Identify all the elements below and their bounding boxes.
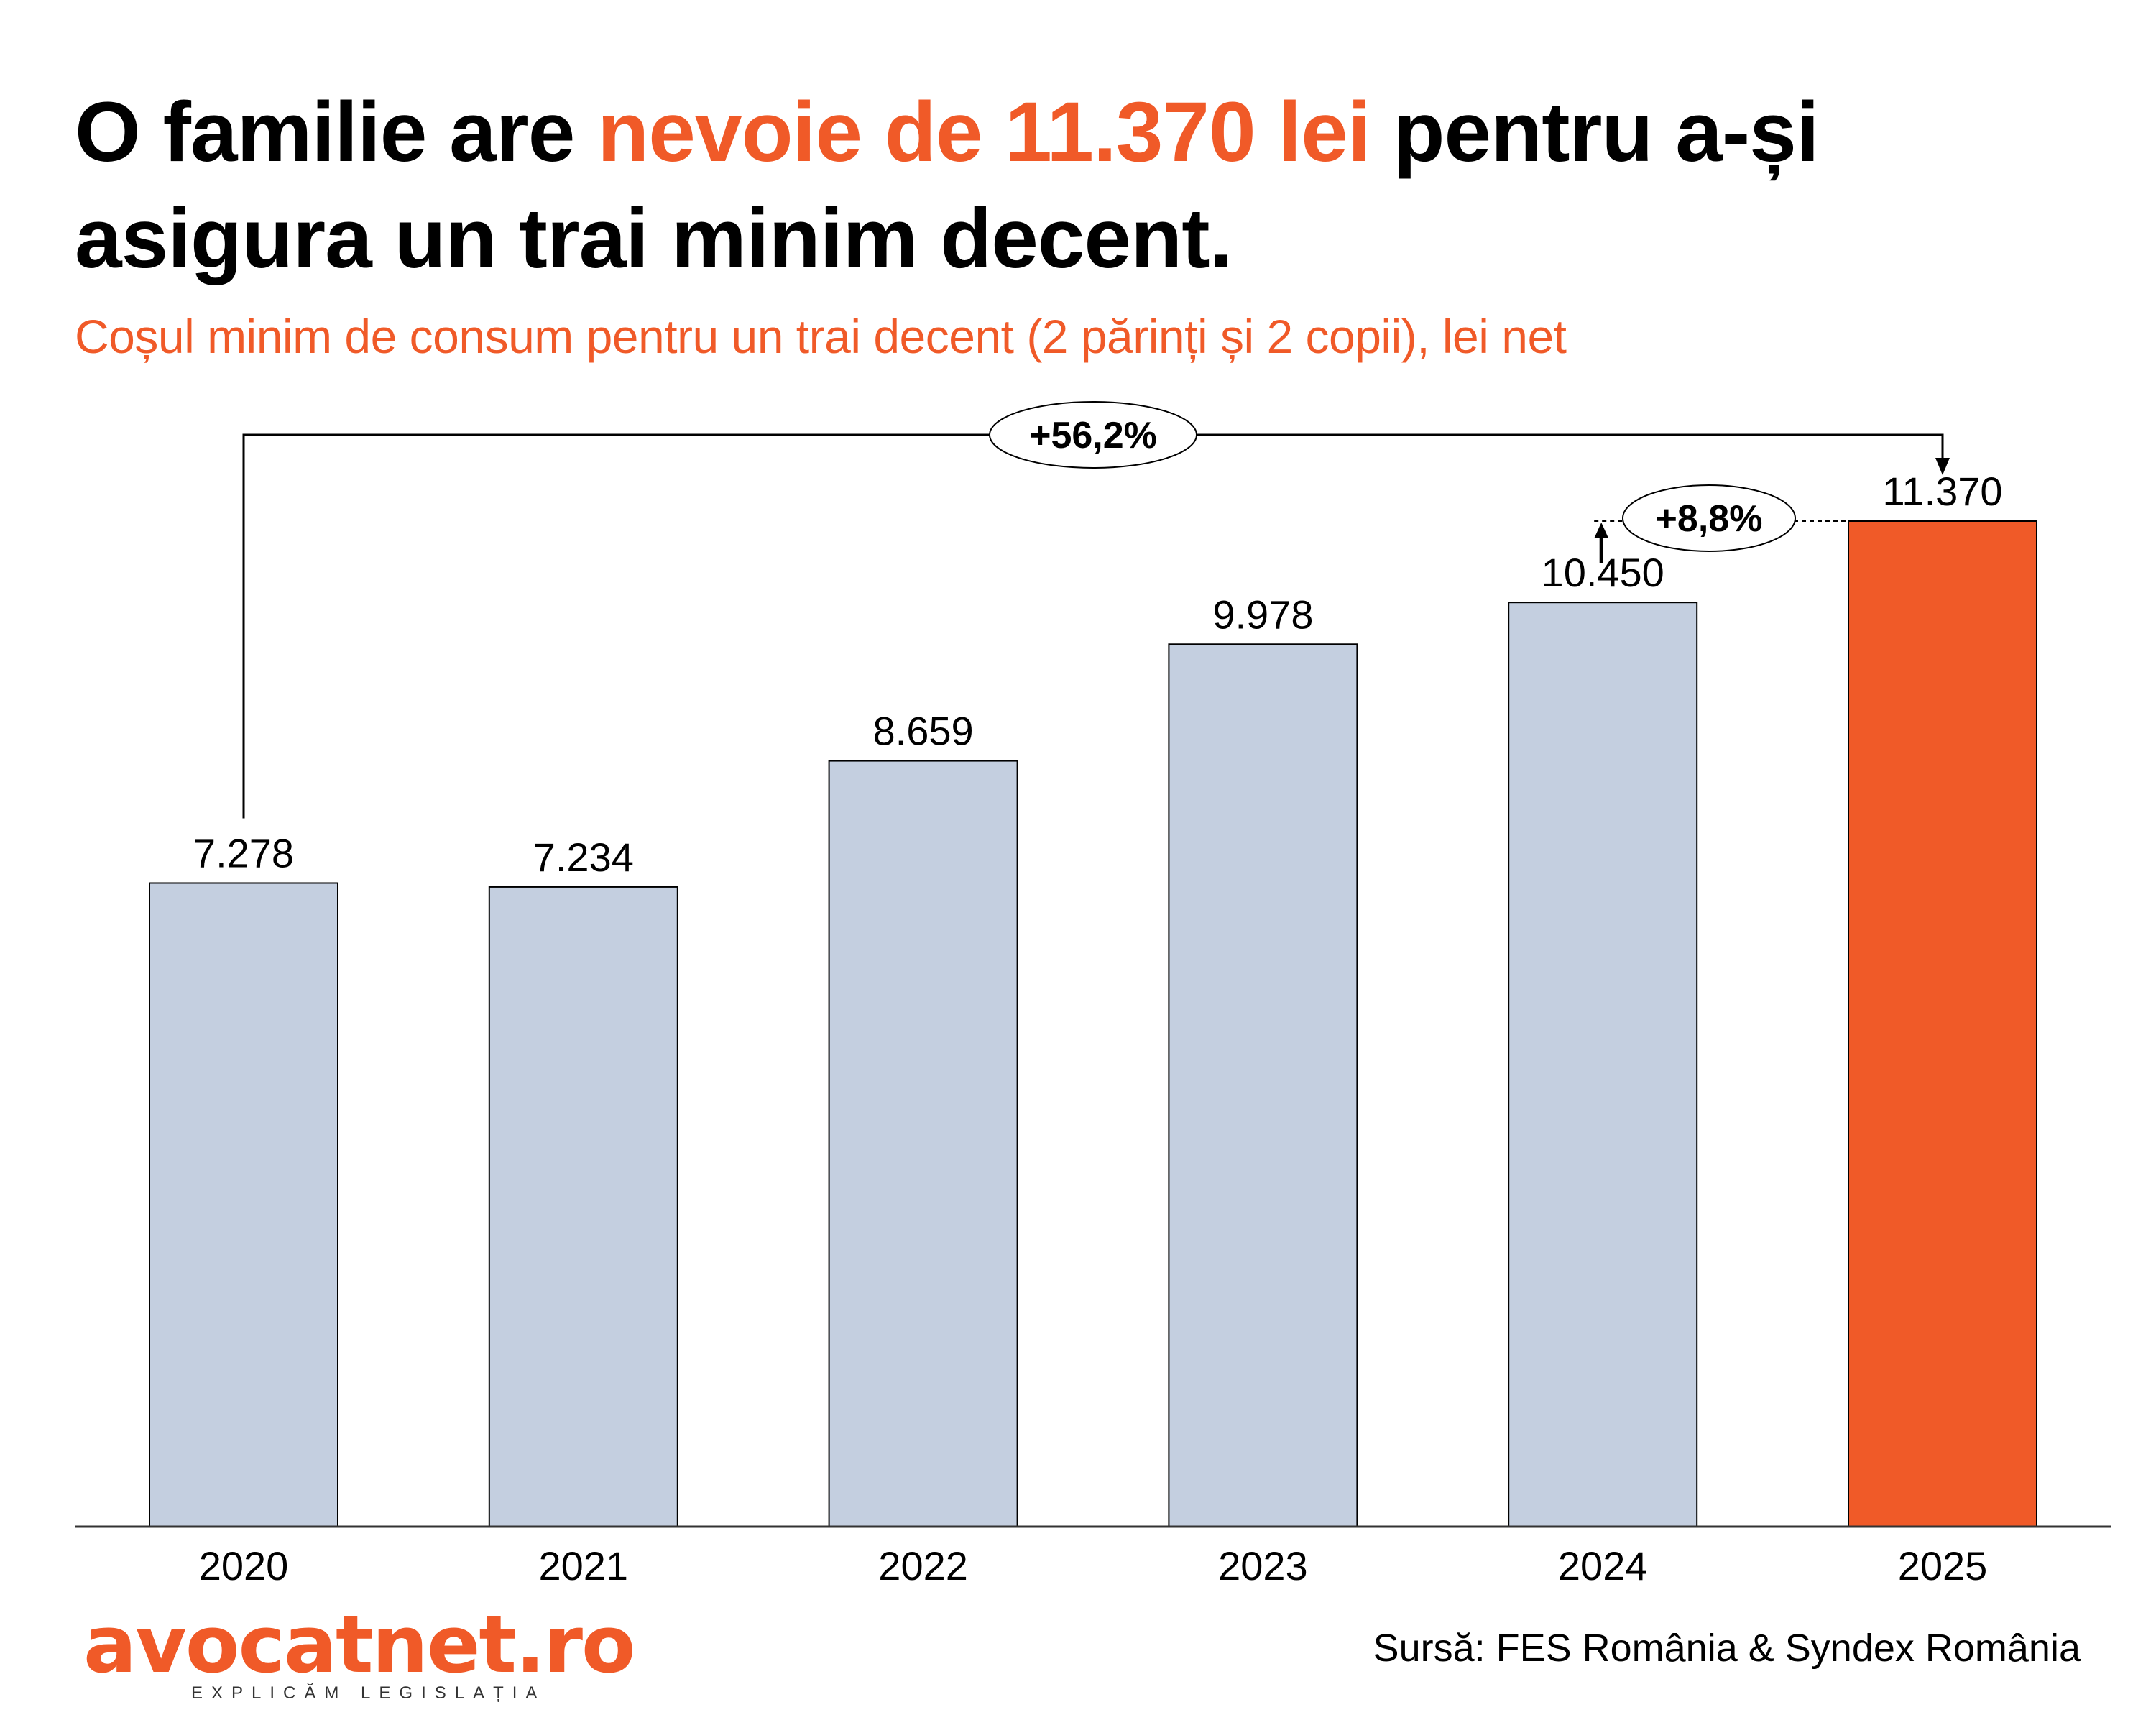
title-part-1: O familie are <box>75 85 598 180</box>
chart-title: O familie are nevoie de 11.370 lei pentr… <box>75 79 2087 292</box>
avocatnet-logo[interactable]: avocatnet.ro EXPLICĂM LEGISLAȚIA <box>83 1598 636 1703</box>
logo-tagline: EXPLICĂM LEGISLAȚIA <box>191 1683 546 1703</box>
bar-2021 <box>488 886 678 1527</box>
bar-2024 <box>1508 602 1698 1527</box>
value-label-2021: 7.234 <box>533 834 634 880</box>
bars-group <box>149 520 2037 1527</box>
growth-label-yearly: +8,8% <box>1656 498 1763 540</box>
category-labels-group: 2020 2021 2022 2023 2024 2025 <box>199 1543 1988 1588</box>
category-label-2022: 2022 <box>878 1543 968 1588</box>
value-label-2023: 9.978 <box>1212 592 1313 637</box>
arrow-down-icon <box>1935 458 1950 475</box>
category-label-2023: 2023 <box>1218 1543 1308 1588</box>
source-note: Sursă: FES România & Syndex România <box>1373 1627 2081 1670</box>
bar-2020 <box>149 882 338 1527</box>
category-label-2025: 2025 <box>1898 1543 1988 1588</box>
growth-label-total: +56,2% <box>1029 415 1157 456</box>
logo-wordmark: avocatnet.ro <box>83 1598 636 1690</box>
growth-badge-total <box>989 401 1197 469</box>
title-highlight: nevoie de 11.370 lei <box>597 85 1370 180</box>
arrow-up-icon <box>1594 523 1609 538</box>
value-label-2025: 11.370 <box>1882 469 2002 514</box>
chart-subtitle: Coșul minim de consum pentru un trai dec… <box>75 310 1567 363</box>
value-label-2020: 7.278 <box>193 830 294 875</box>
category-label-2020: 2020 <box>199 1543 289 1588</box>
title-part-2: pentru a-și asigura un trai minim decent… <box>75 85 1820 286</box>
value-label-2022: 8.659 <box>873 709 974 754</box>
category-label-2021: 2021 <box>539 1543 629 1588</box>
bar-2022 <box>828 760 1018 1527</box>
bar-2025 <box>1848 520 2037 1527</box>
category-label-2024: 2024 <box>1558 1543 1648 1588</box>
growth-badge-yearly <box>1622 484 1796 552</box>
bar-2023 <box>1168 643 1358 1527</box>
annotations-group: +56,2% +8,8% <box>242 401 1950 819</box>
